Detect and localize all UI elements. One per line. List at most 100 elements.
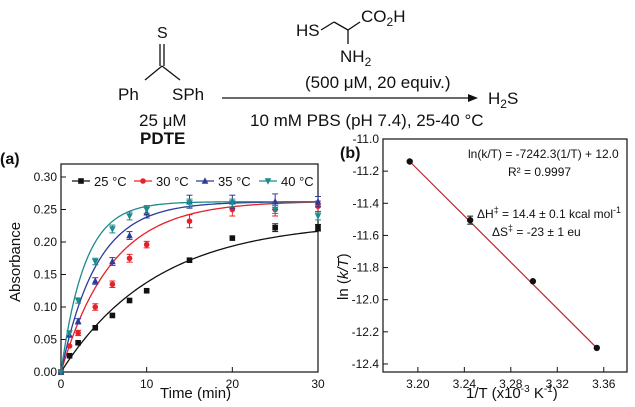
panel-b-y-axis: -11.0 -11.2 -11.4 -11.6 -11.8 -12.0 -12.2 -12.4 xyxy=(352,132,388,371)
data-point xyxy=(126,255,133,262)
data-point xyxy=(186,218,193,224)
panel-b-x-axis: 3.20 3.24 3.28 3.32 3.36 xyxy=(406,367,616,391)
data-point xyxy=(272,224,278,231)
data-point xyxy=(315,224,321,231)
data-point xyxy=(314,213,322,220)
data-point xyxy=(109,257,116,265)
data-point xyxy=(109,281,116,288)
pdte-concentration: 25 μM xyxy=(139,111,187,130)
panel-a-y-axis: 0.00 0.05 0.10 0.15 0.20 0.25 0.30 xyxy=(34,170,66,379)
panel-b-y-axis-label: ln (k/T) xyxy=(335,253,352,300)
data-point xyxy=(92,304,99,310)
panel-b-r-squared: R² = 0.9997 xyxy=(508,165,571,179)
pdte-bond xyxy=(161,65,181,81)
fit-curve xyxy=(60,230,319,373)
data-point xyxy=(466,216,474,224)
regression-line xyxy=(409,161,598,349)
x-tick-label: 3.24 xyxy=(453,377,477,391)
y-tick-label: 0.10 xyxy=(34,300,58,314)
panel-a-frame xyxy=(60,163,319,373)
data-point xyxy=(143,206,150,214)
data-point xyxy=(74,317,82,325)
cysteine-nh2-label: NH2 xyxy=(340,47,372,69)
panel-a-legend: 25 °C 30 °C 35 °C 40 °C xyxy=(72,174,314,189)
data-point xyxy=(75,339,81,346)
data-point xyxy=(92,325,99,331)
data-point xyxy=(314,197,322,205)
data-point xyxy=(66,343,73,349)
panel-b-frame xyxy=(382,138,628,373)
y-tick-label: 0.30 xyxy=(34,170,58,184)
y-tick-label: 0.25 xyxy=(34,203,58,217)
data-point xyxy=(186,257,193,263)
legend-marker xyxy=(264,178,272,185)
panel-a-chart: (a) 0.00 0.05 0.10 0.15 0.20 0.25 0.30 0 10 20 30… xyxy=(0,151,325,402)
panel-b-x-axis-label: 1/T (x10-3 K-1) xyxy=(466,384,558,402)
panel-a-x-axis-label: Time (min) xyxy=(160,385,231,402)
x-tick-label: 30 xyxy=(311,377,325,391)
data-point xyxy=(75,330,81,336)
cysteine-hs-label: HS xyxy=(296,21,320,40)
data-point xyxy=(271,197,279,205)
data-point xyxy=(109,312,116,319)
x-tick-label: 3.36 xyxy=(592,377,616,391)
reaction-arrowhead xyxy=(468,94,478,102)
data-point xyxy=(109,226,116,233)
y-tick-label: -11.4 xyxy=(353,196,380,210)
data-point xyxy=(74,297,82,305)
data-point xyxy=(186,200,193,207)
legend-label: 30 °C xyxy=(156,174,189,189)
legend-marker xyxy=(140,178,146,184)
data-point xyxy=(229,200,236,207)
legend-label: 40 °C xyxy=(281,174,314,189)
panel-b-data-points xyxy=(406,158,600,352)
data-point xyxy=(143,241,150,248)
panel-a-label: (a) xyxy=(0,151,20,168)
y-tick-label: 0.15 xyxy=(34,268,58,282)
x-tick-label: 3.20 xyxy=(406,377,430,391)
reagent-amount: (500 μM, 20 equiv.) xyxy=(305,73,451,92)
data-point xyxy=(126,297,133,304)
legend-marker xyxy=(78,178,84,184)
x-tick-label: 10 xyxy=(140,377,154,391)
y-tick-label: -11.8 xyxy=(353,261,380,275)
pdte-s-label: S xyxy=(157,25,168,42)
cysteine-bond xyxy=(320,21,335,31)
data-point xyxy=(126,231,133,239)
data-point xyxy=(271,206,279,214)
data-point xyxy=(229,235,236,241)
panel-a-x-axis: 0 10 20 30 xyxy=(58,367,325,391)
y-tick-label: 0.05 xyxy=(34,333,58,347)
reaction-conditions: 10 mM PBS (pH 7.4), 25-40 °C xyxy=(250,111,484,130)
panel-b-fit-equation: ln(k/T) = -7242.3(1/T) + 12.0 xyxy=(468,147,619,161)
data-point xyxy=(406,158,413,165)
product-h2s: H2S xyxy=(488,89,518,111)
x-tick-label: 3.32 xyxy=(546,377,570,391)
data-point xyxy=(91,277,99,284)
pdte-sph-label: SPh xyxy=(172,85,204,104)
legend-label: 25 °C xyxy=(94,174,127,189)
cysteine-co2h-label: CO2H xyxy=(361,7,405,29)
panel-a-data-points xyxy=(57,193,322,376)
data-point xyxy=(529,278,537,285)
data-point xyxy=(66,352,73,359)
panel-b-fit-line xyxy=(409,161,598,349)
y-tick-label: -11.6 xyxy=(353,228,380,242)
legend-label: 35 °C xyxy=(218,174,251,189)
data-point xyxy=(91,258,99,266)
data-point xyxy=(57,369,65,376)
pdte-name: PDTE xyxy=(140,129,185,148)
y-tick-label: -12.0 xyxy=(352,293,380,307)
data-point xyxy=(126,213,133,220)
y-tick-label: -12.2 xyxy=(352,325,380,339)
panel-b-delta-h: ΔH‡ = 14.4 ± 0.1 kcal mol-1 xyxy=(477,205,621,221)
data-point xyxy=(593,344,600,352)
panel-b-chart: (b) -11.0-11.2-11.4-11.6-11.8-12.0-12.2-… xyxy=(335,132,628,402)
reaction-scheme: HS CO2H NH2 (500 μM, 20 equiv.) 10 mM PB… xyxy=(118,7,518,148)
panel-a-y-axis-label: Absorbance xyxy=(7,222,24,302)
x-tick-label: 20 xyxy=(226,377,240,391)
x-tick-label: 0 xyxy=(58,377,65,391)
panel-b-delta-s: ΔS‡ = -23 ± 1 eu xyxy=(492,223,581,239)
y-tick-label: 0.00 xyxy=(34,365,58,379)
